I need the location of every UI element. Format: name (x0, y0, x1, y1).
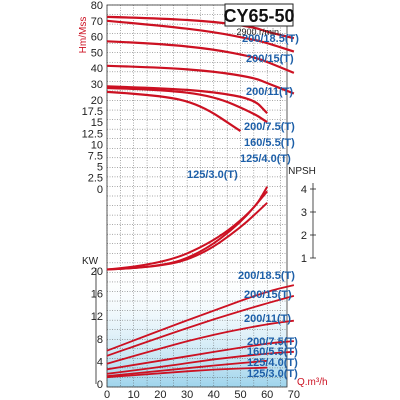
head-tick-label: 30 (91, 79, 103, 91)
head-tick-label: 12.5 (82, 128, 103, 140)
npsh-curve (106, 186, 269, 271)
speed-label: 2900 r/min. (236, 27, 281, 37)
power-curve (106, 359, 268, 377)
power-curve-label: 160/5.5(T) (247, 346, 298, 358)
npsh-curves (106, 186, 269, 271)
head-curve-label: 125/4.0(T) (240, 153, 291, 165)
power-curve (106, 366, 268, 379)
head-tick-label: 15 (91, 117, 103, 129)
power-curves (106, 284, 295, 379)
power-curve (106, 340, 294, 371)
x-tick-label: 0 (104, 389, 110, 400)
head-curve (106, 86, 268, 124)
head-tick-label: 5 (97, 162, 103, 174)
head-curve-label: 200/18.5(T) (242, 33, 299, 45)
head-curve (106, 85, 269, 115)
flow-axis-title: Q.m³/h (297, 377, 328, 388)
power-curve-label: 125/3.0(T) (247, 368, 298, 380)
npsh-tick-label: 1 (301, 253, 307, 265)
head-curve (106, 19, 295, 53)
power-curve (106, 295, 295, 357)
power-curve-label: 200/11(T) (244, 313, 291, 325)
head-curve-label: 200/11(T) (246, 86, 293, 98)
x-tick-label: 40 (208, 389, 220, 400)
head-tick-label: 2.5 (88, 173, 103, 185)
head-tick-label: 20 (91, 95, 103, 107)
curve-labels: 200/18.5(T)200/15(T)200/11(T)200/7.5(T)1… (187, 33, 299, 380)
head-curve-label: 125/3.0(T) (187, 169, 238, 181)
head-curve-label: 200/15(T) (246, 53, 294, 65)
head-tick-label: 10 (91, 139, 103, 151)
head-tick-label: 70 (91, 16, 103, 28)
npsh-tick-label: 4 (301, 184, 307, 196)
kw-tick-label: 8 (97, 334, 103, 346)
npsh-tick-label: 3 (301, 207, 307, 219)
power-curve (106, 319, 295, 365)
kw-tick-label: 20 (91, 266, 103, 278)
head-tick-label: 50 (91, 47, 103, 59)
head-curve-label: 160/5.5(T) (244, 137, 295, 149)
tick-labels: 0 10 20 30 40 50 60 708070605040302017.51512.51… (82, 0, 316, 400)
plot-frame (106, 4, 288, 388)
power-curve-label: 200/15(T) (244, 289, 292, 301)
head-curve (106, 64, 295, 95)
head-curve (106, 90, 242, 133)
kw-tick-label: 4 (97, 356, 103, 368)
head-tick-label: 7.5 (88, 151, 103, 163)
x-tick-label: 70 (288, 389, 300, 400)
kw-tick-label: 0 (97, 379, 103, 391)
power-curve (106, 284, 295, 352)
npsh-tick-label: 2 (301, 230, 307, 242)
head-tick-label: 80 (91, 0, 103, 12)
head-tick-label: 40 (91, 63, 103, 75)
kw-axis-title: KW (82, 256, 99, 267)
x-tick-label: 50 (234, 389, 246, 400)
npsh-axis-title: NPSH (288, 166, 316, 177)
power-curve-label: 125/4.0(T) (247, 357, 298, 369)
head-axis-title: Hm/Mss (78, 17, 89, 54)
head-tick-label: 0 (97, 184, 103, 196)
x-tick-label: 10 (128, 389, 140, 400)
head-tick-label: 17.5 (82, 106, 103, 118)
head-curve (106, 40, 295, 74)
model-title: CY65-50 (223, 6, 294, 26)
head-curve-label: 200/7.5(T) (244, 121, 295, 133)
x-tick-label: 20 (154, 389, 166, 400)
x-tick-label: 30 (181, 389, 193, 400)
model-box (224, 3, 294, 27)
x-tick-label: 60 (261, 389, 273, 400)
power-curve-label: 200/18.5(T) (238, 270, 295, 282)
power-curve-label: 200/7.5(T) (247, 336, 298, 348)
kw-tick-label: 12 (91, 311, 103, 323)
head-tick-label: 60 (91, 32, 103, 44)
kw-tick-label: 16 (91, 289, 103, 301)
power-curve (106, 350, 294, 375)
